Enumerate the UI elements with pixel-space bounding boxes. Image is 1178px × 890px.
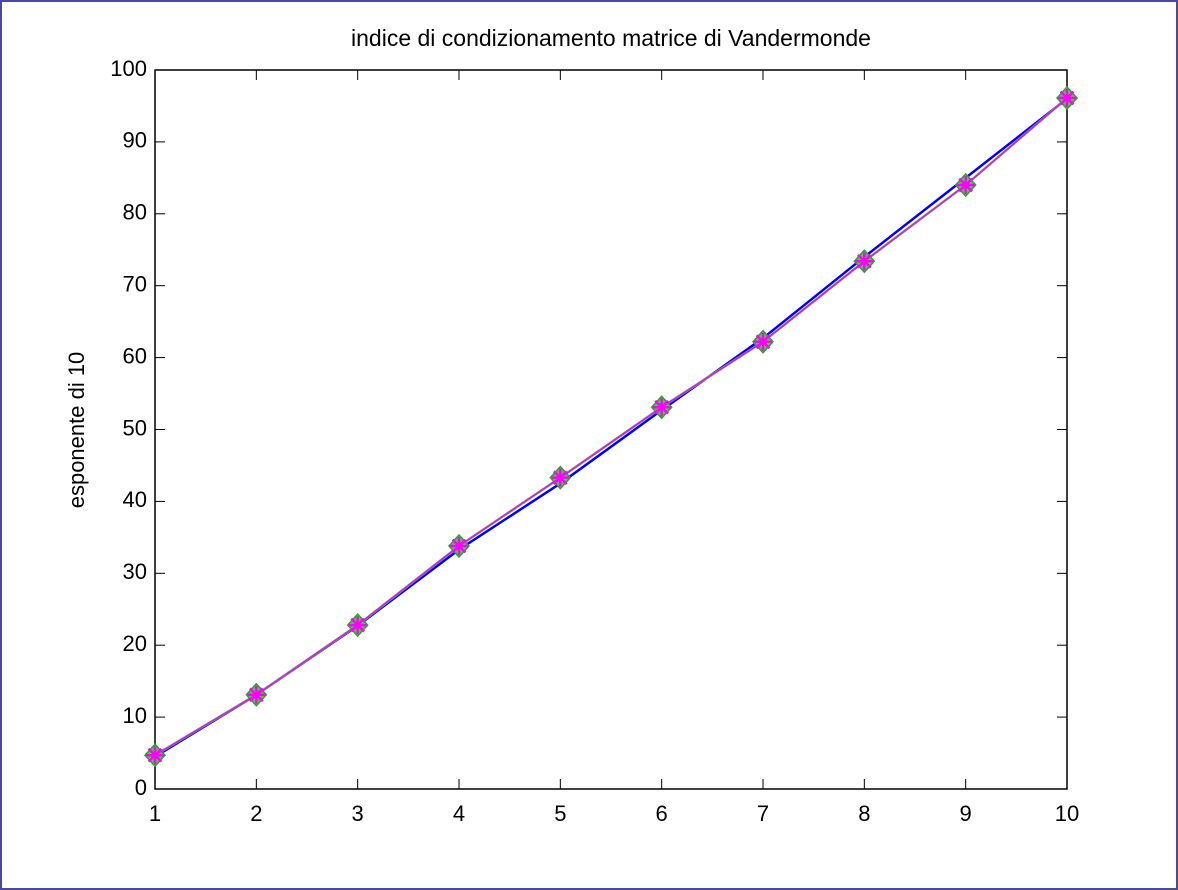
x-tick-label: 9 — [960, 801, 972, 826]
y-tick-label: 50 — [123, 415, 147, 440]
marker-asterisk — [146, 746, 164, 765]
marker-asterisk — [754, 332, 772, 351]
x-tick-label: 4 — [453, 801, 465, 826]
series-line — [154, 97, 1068, 756]
axes-box — [154, 69, 1068, 790]
x-tick-label: 7 — [757, 801, 769, 826]
marker-asterisk — [450, 536, 468, 555]
y-tick-label: 10 — [123, 703, 147, 728]
x-tick-label: 2 — [250, 801, 262, 826]
y-tick-label: 40 — [123, 487, 147, 512]
marker-asterisk — [247, 685, 266, 704]
x-tick-label: 1 — [149, 801, 161, 826]
x-tick-label: 8 — [858, 801, 870, 826]
marker-asterisk — [956, 176, 975, 195]
y-tick-label: 0 — [135, 775, 147, 800]
y-tick-label: 80 — [123, 200, 147, 225]
x-tick-label: 6 — [656, 801, 668, 826]
marker-asterisk — [348, 616, 367, 635]
marker-asterisk — [855, 252, 874, 271]
x-tick-label: 5 — [554, 801, 566, 826]
x-tick-label: 3 — [352, 801, 364, 826]
y-tick-label: 20 — [123, 631, 147, 656]
marker-asterisk — [1058, 89, 1076, 108]
y-tick-label: 60 — [123, 343, 147, 368]
chart-title: indice di condizionamento matrice di Van… — [351, 25, 871, 51]
y-tick-label: 90 — [123, 128, 147, 153]
x-tick-label: 10 — [1055, 801, 1079, 826]
y-tick-label: 30 — [123, 559, 147, 584]
y-tick-label: 100 — [110, 56, 147, 81]
y-tick-label: 70 — [123, 272, 147, 297]
marker-asterisk — [652, 398, 671, 417]
y-axis-label: esponente di 10 — [64, 352, 89, 509]
marker-asterisk — [551, 468, 570, 487]
